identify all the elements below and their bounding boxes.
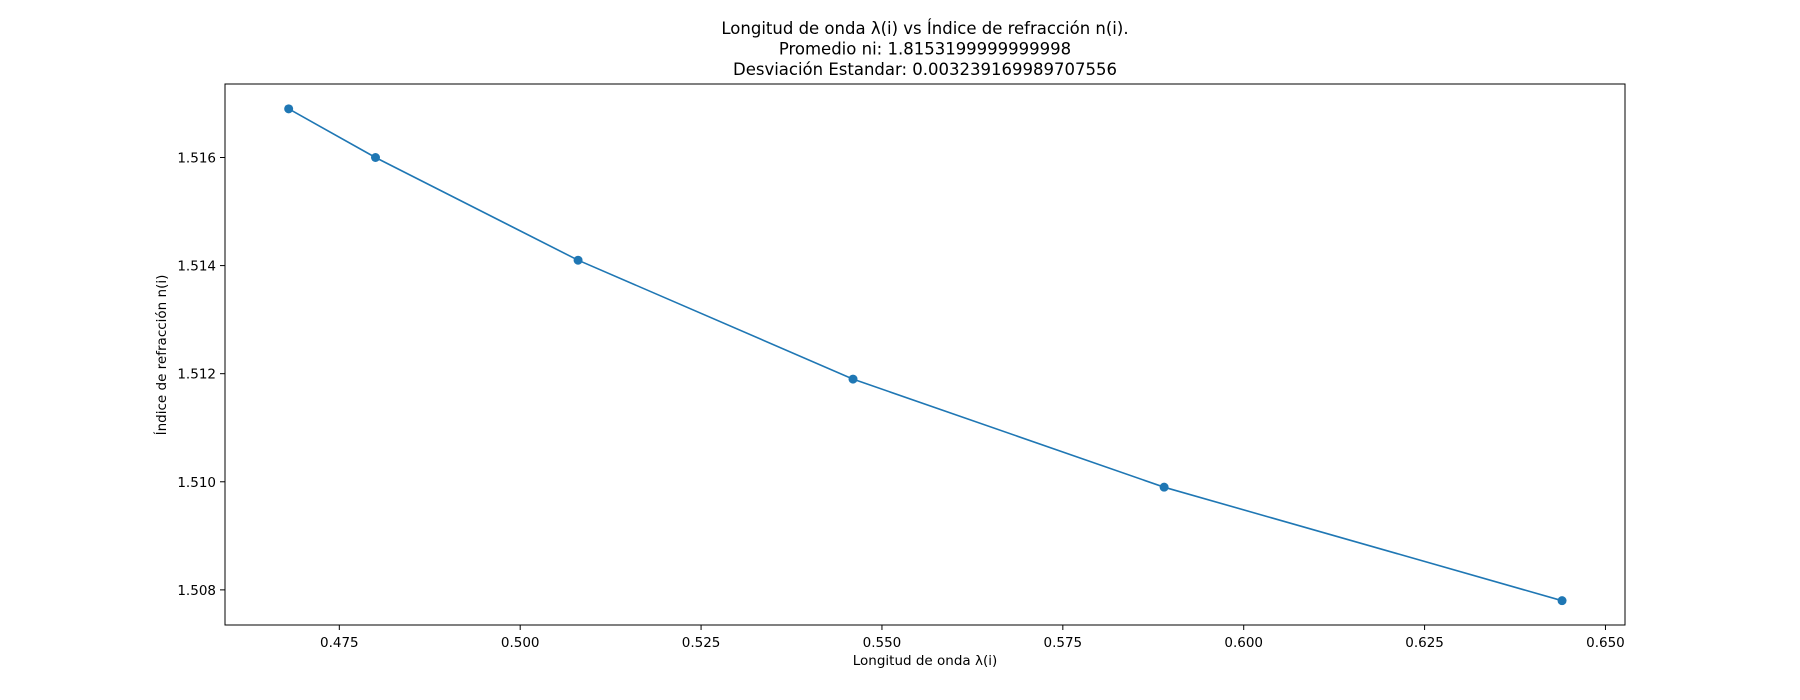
chart-title-line-3: Desviación Estandar: 0.00323916998970755… — [733, 60, 1117, 79]
data-point — [1557, 596, 1567, 606]
data-point — [370, 153, 380, 163]
x-tick-label: 0.475 — [320, 635, 359, 651]
x-tick-label: 0.525 — [682, 635, 721, 651]
y-axis-label: Índice de refracción n(i) — [153, 275, 170, 436]
x-axis-label: Longitud de onda λ(i) — [853, 653, 998, 669]
x-tick-label: 0.650 — [1586, 635, 1625, 651]
x-tick-label: 0.500 — [501, 635, 540, 651]
series-line — [284, 104, 1567, 606]
x-tick-label: 0.625 — [1405, 635, 1444, 651]
series-polyline — [288, 108, 1563, 602]
data-point — [848, 374, 858, 384]
x-axis-ticks: 0.475 0.500 0.525 0.550 0.575 0.600 0.625 0.650 — [320, 625, 1625, 651]
data-point — [1159, 482, 1169, 492]
y-tick-label: 1.516 — [177, 151, 216, 167]
x-tick-label: 0.575 — [1044, 635, 1083, 651]
x-tick-label: 0.550 — [863, 635, 902, 651]
x-tick-label: 0.600 — [1224, 635, 1263, 651]
chart-title-line-1: Longitud de onda λ(i) vs Índice de refra… — [721, 19, 1128, 38]
y-axis-ticks: 1.508 1.510 1.512 1.514 1.516 — [177, 151, 225, 599]
y-tick-label: 1.508 — [177, 583, 216, 599]
y-tick-label: 1.510 — [177, 475, 216, 491]
data-point — [284, 104, 294, 114]
data-point — [573, 255, 583, 265]
plot-area-frame — [224, 83, 1626, 626]
chart-title-line-2: Promedio ni: 1.8153199999999998 — [779, 40, 1071, 59]
y-tick-label: 1.512 — [177, 367, 216, 383]
y-tick-label: 1.514 — [177, 259, 216, 275]
